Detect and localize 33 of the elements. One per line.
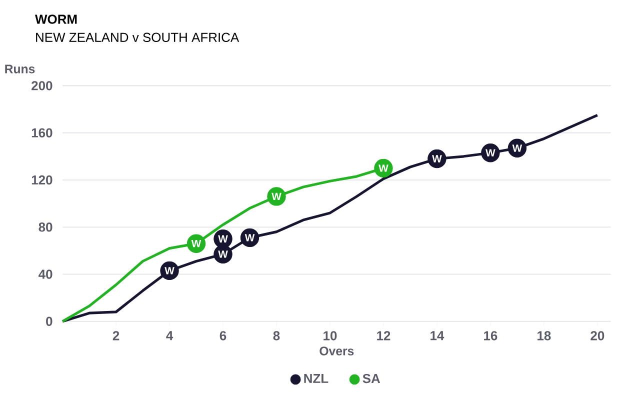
x-tick-label: 8	[273, 331, 280, 340]
y-tick-label: 80	[38, 222, 52, 232]
data-label: W	[432, 155, 442, 162]
x-axis-title: Overs	[320, 346, 354, 356]
x-tick-label: 20	[590, 331, 604, 340]
x-tick-label: 10	[324, 331, 337, 340]
data-label: W	[218, 235, 228, 242]
y-tick-label: 40	[38, 270, 52, 279]
x-tick-label: 6	[220, 331, 226, 340]
chart-subtitle: NEW ZEALAND v SOUTH AFRICA	[36, 32, 240, 42]
x-tick-label: 18	[538, 331, 551, 340]
x-tick-label: 14	[430, 331, 444, 340]
data-label: W	[164, 267, 174, 274]
y-tick-label: 200	[32, 81, 52, 90]
data-label: W	[244, 234, 255, 242]
data-label: W	[191, 240, 202, 248]
data-label: W	[486, 149, 496, 156]
y-tick-label: 0	[46, 316, 52, 326]
data-label: W	[378, 164, 388, 172]
y-tick-label: 160	[32, 128, 52, 138]
x-tick-label: 12	[377, 331, 390, 340]
line-series	[61, 114, 599, 323]
data-label: W	[218, 250, 228, 258]
y-tick-label: 120	[32, 175, 52, 184]
legend-label: NZL	[304, 374, 328, 383]
chart-title: WORM	[35, 14, 77, 24]
y-axis-title: Runs	[5, 64, 35, 74]
x-tick-label: 16	[484, 331, 498, 340]
legend-label: SA	[362, 374, 380, 384]
data-label: W	[512, 144, 522, 152]
data-label: W	[272, 192, 282, 200]
x-tick-label: 4	[166, 331, 174, 340]
x-tick-label: 2	[112, 331, 120, 340]
